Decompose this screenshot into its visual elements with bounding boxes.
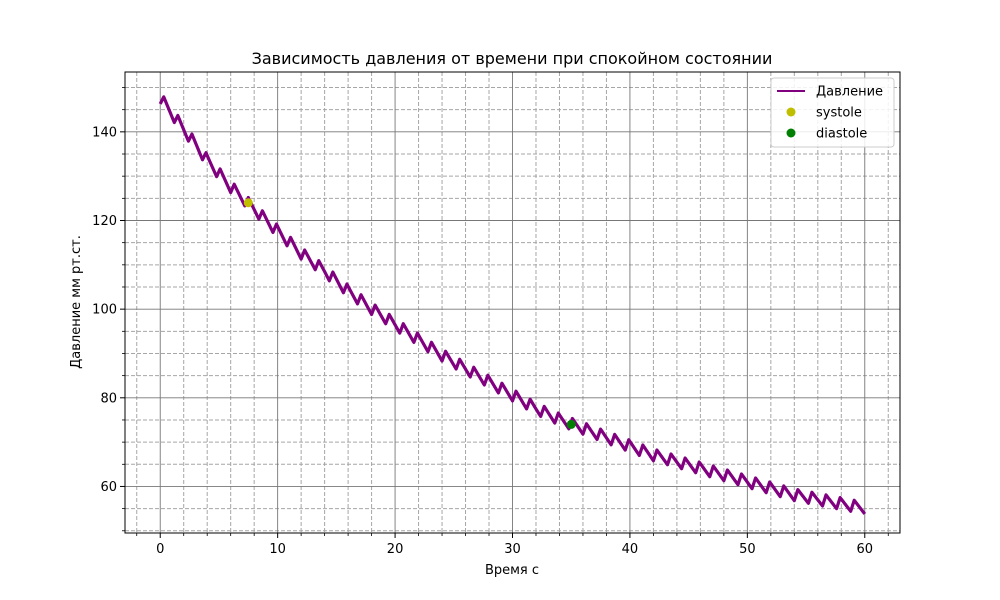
y-tick-label: 60 (100, 480, 117, 495)
axes-frame (124, 71, 901, 534)
legend-label-Давление: Давление (816, 85, 883, 100)
y-axis-label: Давление мм рт.ст. (69, 235, 84, 369)
x-tick-label: 30 (504, 542, 521, 557)
chart-title: Зависимость давления от времени при спок… (252, 49, 773, 68)
legend-marker-systole (786, 107, 796, 117)
legend: Давление systole diastole (770, 77, 895, 148)
x-tick-label: 40 (622, 542, 639, 557)
y-tick-label: 80 (100, 391, 117, 406)
legend-box (770, 77, 895, 148)
y-tick-label: 120 (92, 214, 117, 229)
x-tick-label: 10 (269, 542, 286, 557)
plot-area: 0 10 20 30 40 50 60 60 80 100 120 140 (92, 71, 901, 557)
diastole-point (566, 419, 576, 429)
x-tick-label: 20 (387, 542, 404, 557)
y-tick-label: 100 (92, 303, 117, 318)
x-tick-label: 50 (739, 542, 756, 557)
x-tick-label: 0 (156, 542, 164, 557)
y-tick-label: 140 (92, 125, 117, 140)
legend-label-diastole: diastole (816, 127, 867, 142)
pressure-line (158, 95, 867, 516)
x-axis-label: Время с (485, 563, 539, 578)
x-tick-label: 60 (856, 542, 873, 557)
legend-marker-diastole (786, 128, 796, 138)
legend-label-systole: systole (816, 106, 862, 121)
systole-point (243, 198, 253, 208)
